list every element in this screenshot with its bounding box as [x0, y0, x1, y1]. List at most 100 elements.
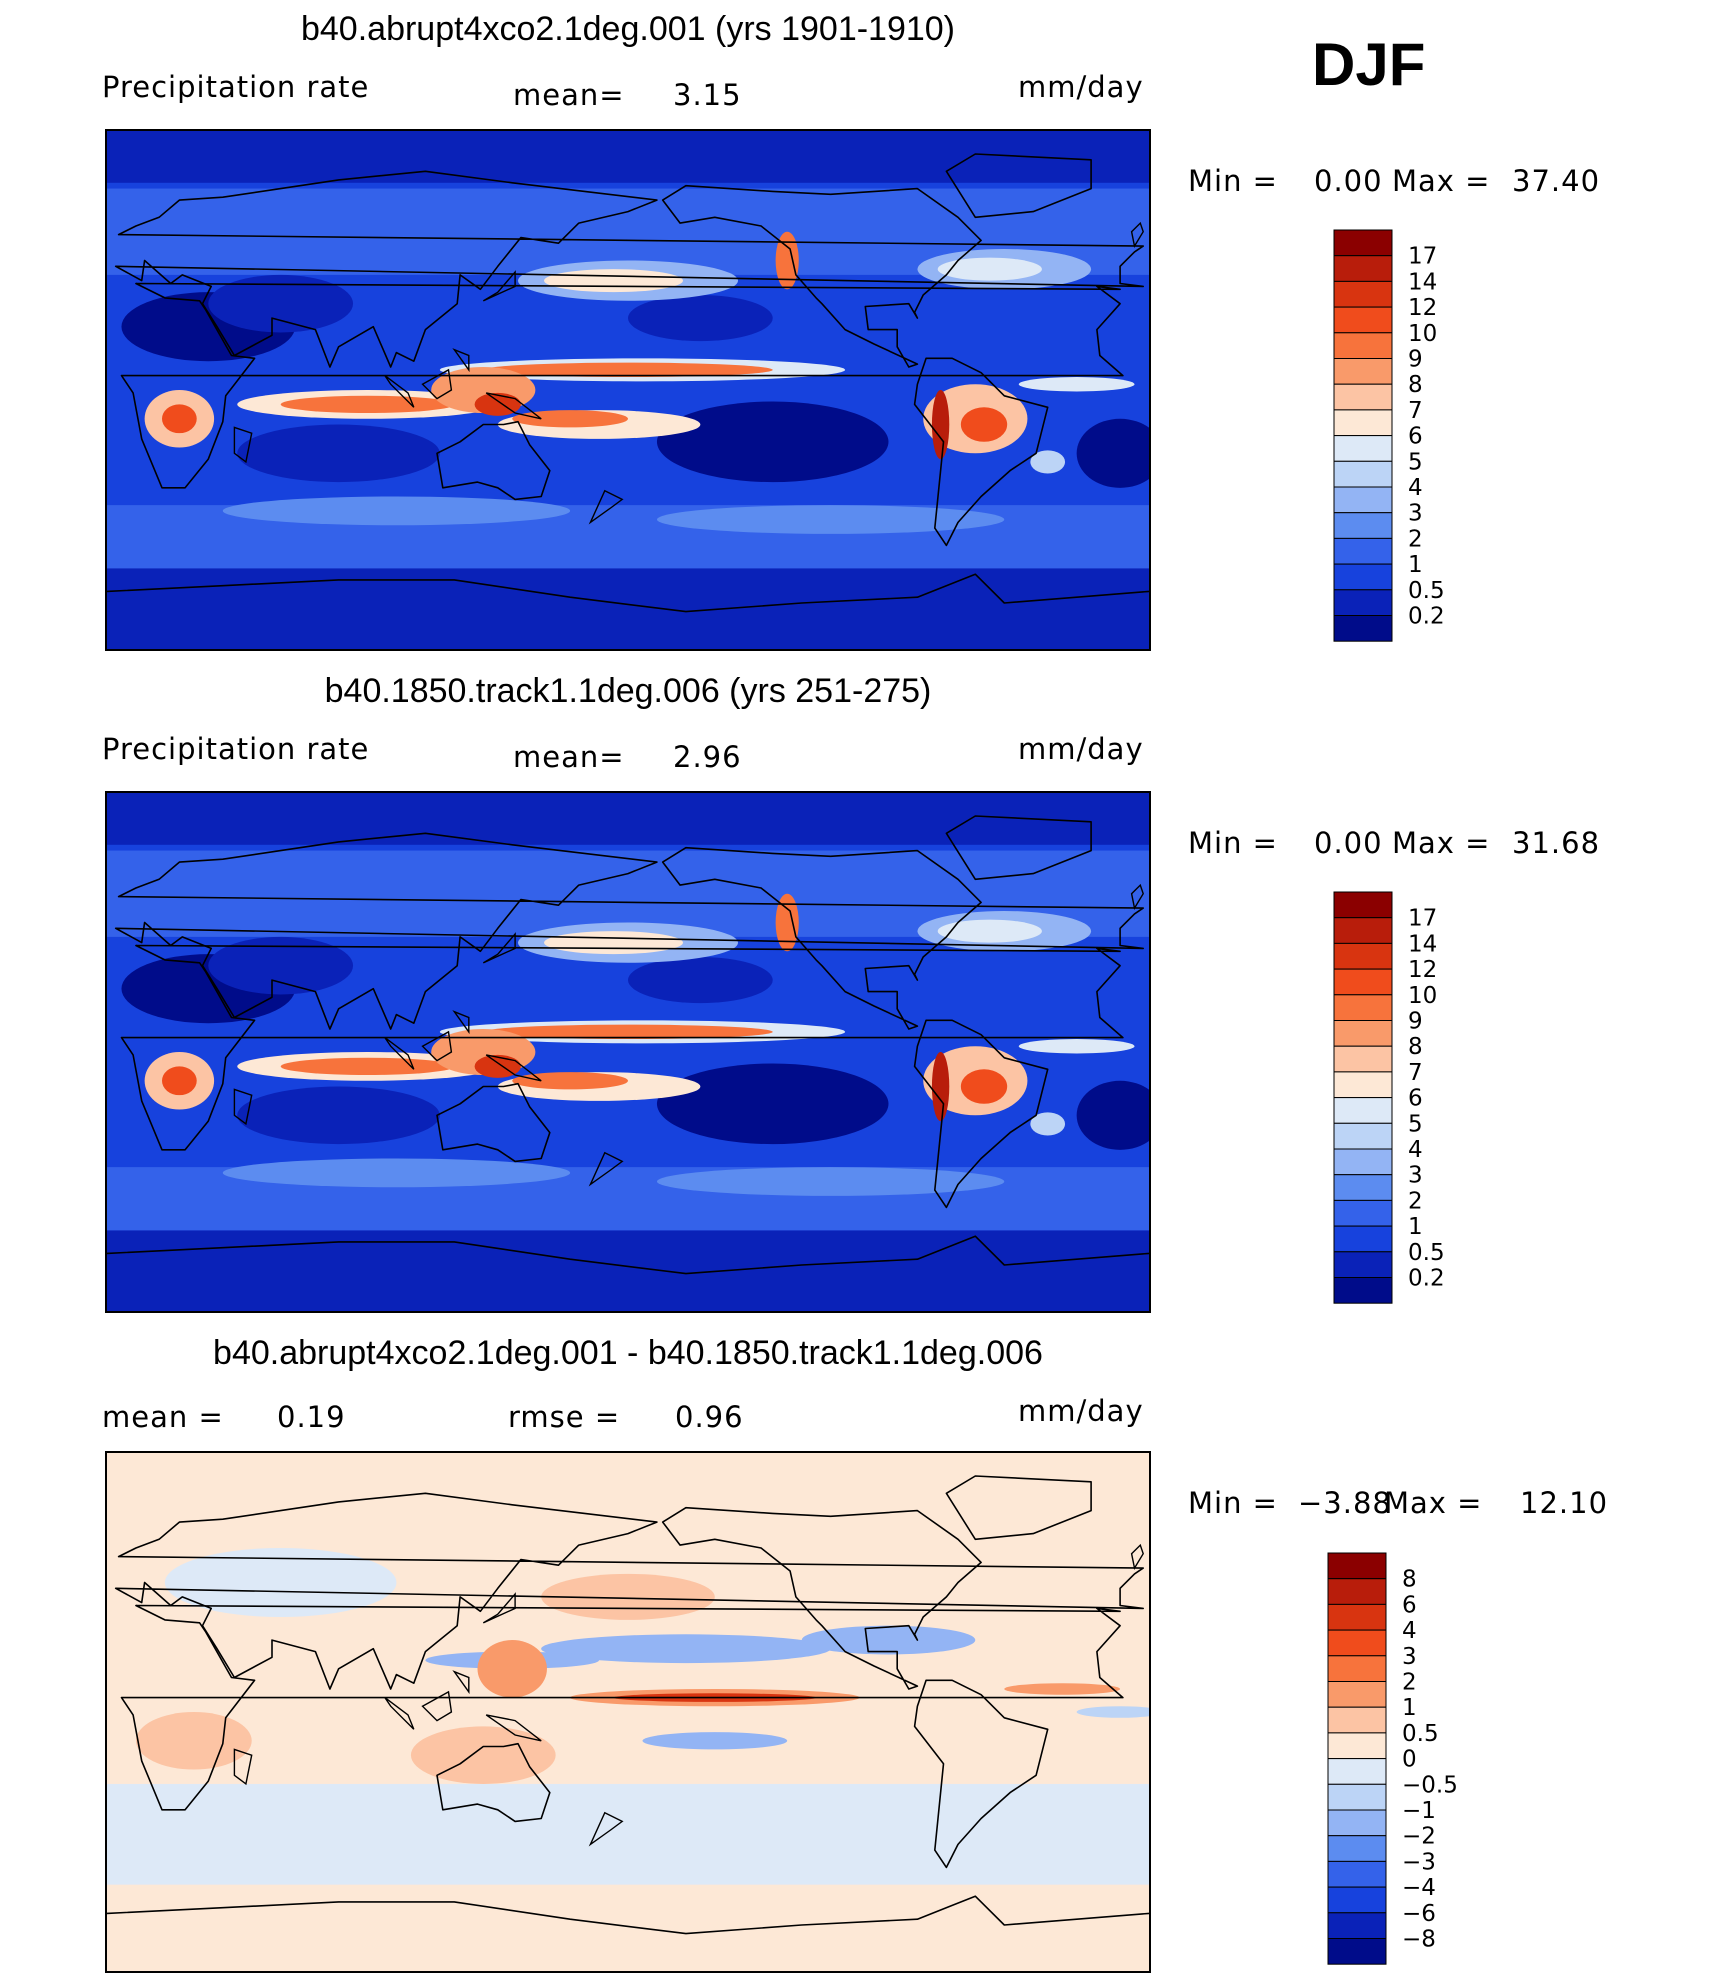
colorbar-swatch: [1333, 615, 1393, 642]
coastline: [913, 1679, 1049, 1869]
colorbar-swatch: [1333, 1148, 1393, 1176]
colorbar-swatch: [1333, 1277, 1393, 1304]
field-blob: [960, 407, 1008, 442]
field-blob: [1076, 1080, 1149, 1150]
field-blob: [931, 1052, 950, 1122]
colorbar-tick-label: 0.5: [1408, 578, 1445, 604]
field-blob: [628, 957, 773, 1004]
colorbar-swatch: [1333, 306, 1393, 334]
coastline: [114, 170, 1144, 368]
panel3-max-label: Max =: [1384, 1486, 1483, 1520]
island-coastline: [384, 375, 415, 408]
colorbar-swatch: [1333, 563, 1393, 591]
colorbar-swatch: [1327, 1706, 1387, 1734]
colorbar-tick-label: 17: [1408, 906, 1437, 932]
colorbar-tick-label: 6: [1402, 1592, 1417, 1618]
colorbar-swatch: [1333, 229, 1393, 257]
island-coastline: [233, 1748, 253, 1786]
colorbar-swatch: [1327, 1655, 1387, 1683]
island-coastline: [452, 1670, 470, 1695]
colorbar-tick-label: 0.2: [1408, 1266, 1445, 1292]
colorbar-tick-label: 6: [1408, 424, 1423, 450]
colorbar-tick-label: 0: [1402, 1747, 1417, 1773]
island-coastline: [588, 489, 624, 525]
colorbar-swatch: [1333, 358, 1393, 385]
colorbar-swatch: [1333, 1071, 1393, 1099]
panel2-max-value: 31.68: [1512, 826, 1601, 860]
panel1-map: [105, 129, 1151, 651]
field-blob: [1030, 1112, 1066, 1136]
island-coastline: [233, 426, 253, 464]
colorbar-swatch: [1327, 1552, 1387, 1580]
island-coastline: [421, 368, 453, 400]
panel2-variable-label: Precipitation rate: [102, 732, 370, 766]
field-band: [107, 793, 1149, 845]
colorbar-swatch: [1327, 1912, 1387, 1939]
colorbar-tick-label: 7: [1408, 398, 1423, 424]
field-band: [107, 1230, 1149, 1311]
colorbar-swatch: [1333, 460, 1393, 488]
colorbar-swatch: [1333, 1097, 1393, 1124]
colorbar-swatch: [1333, 917, 1393, 944]
field-blob: [960, 1069, 1008, 1104]
coastline: [661, 846, 982, 1030]
panel2-min-value: 0.00: [1314, 826, 1383, 860]
panel3-mean-label: mean =: [102, 1400, 224, 1434]
field-blob: [164, 1547, 397, 1618]
field-blob: [931, 390, 950, 460]
coastline: [913, 1019, 1049, 1209]
field-blob: [775, 231, 799, 290]
panel3-mean-value: 0.19: [277, 1400, 346, 1434]
field-blob: [222, 496, 571, 526]
field-blob: [656, 505, 1005, 534]
island-coastline: [482, 932, 516, 964]
colorbar-tick-label: 12: [1408, 957, 1437, 983]
colorbar-tick-label: 9: [1408, 1009, 1423, 1035]
colorbar-tick-label: 3: [1408, 1163, 1423, 1189]
field-blob: [937, 919, 1042, 943]
colorbar-swatch: [1333, 537, 1393, 565]
coastline: [114, 832, 1144, 1030]
field-band: [107, 568, 1149, 649]
colorbar-tick-label: 7: [1408, 1060, 1423, 1086]
island-coastline: [1130, 883, 1144, 911]
colorbar-swatch: [1327, 1860, 1387, 1888]
colorbar-tick-label: 14: [1408, 931, 1437, 957]
field-blob: [544, 269, 683, 293]
colorbar-swatch: [1333, 409, 1393, 437]
colorbar-tick-label: 0.2: [1408, 604, 1445, 630]
field-blob: [628, 295, 773, 342]
field-blob: [477, 1640, 547, 1698]
panel1-mean-value: 3.15: [673, 78, 742, 112]
colorbar-tick-label: 14: [1408, 269, 1437, 295]
island-coastline: [588, 1811, 624, 1847]
field-blob: [544, 931, 683, 955]
colorbar-swatch: [1327, 1809, 1387, 1837]
field-band: [107, 131, 1149, 183]
colorbar-tick-label: 10: [1408, 983, 1437, 1009]
coastline: [107, 1235, 1149, 1275]
colorbar-tick-label: 8: [1408, 1034, 1423, 1060]
colorbar-swatch: [1333, 1251, 1393, 1278]
coastline: [945, 153, 1092, 219]
field-blob: [222, 1158, 571, 1188]
island-coastline: [384, 1037, 415, 1070]
island-coastline: [485, 1054, 542, 1082]
field-blob: [1018, 1039, 1135, 1054]
field-blob: [280, 395, 455, 414]
field-blob: [512, 1072, 628, 1090]
field-blob: [280, 1057, 455, 1076]
panel1-title: b40.abrupt4xco2.1deg.001 (yrs 1901-1910): [300, 10, 956, 48]
field-blob: [474, 1054, 521, 1078]
colorbar-tick-label: 4: [1408, 475, 1423, 501]
panel3-colorbar: 8 6 4 3 2 1 0.5 0 −0.5 −1 −2 −3 −4 −6 −8: [1327, 1552, 1488, 1968]
colorbar-swatch: [1333, 1174, 1393, 1201]
colorbar-swatch: [1327, 1835, 1387, 1862]
colorbar-tick-label: 4: [1408, 1137, 1423, 1163]
panel3-min-value: −3.88: [1298, 1486, 1392, 1520]
colorbar-tick-label: 1: [1402, 1695, 1417, 1721]
panel3-units: mm/day: [1018, 1394, 1144, 1428]
field-blob: [656, 1063, 889, 1145]
field-blob: [775, 893, 799, 952]
field-blob: [237, 424, 440, 483]
